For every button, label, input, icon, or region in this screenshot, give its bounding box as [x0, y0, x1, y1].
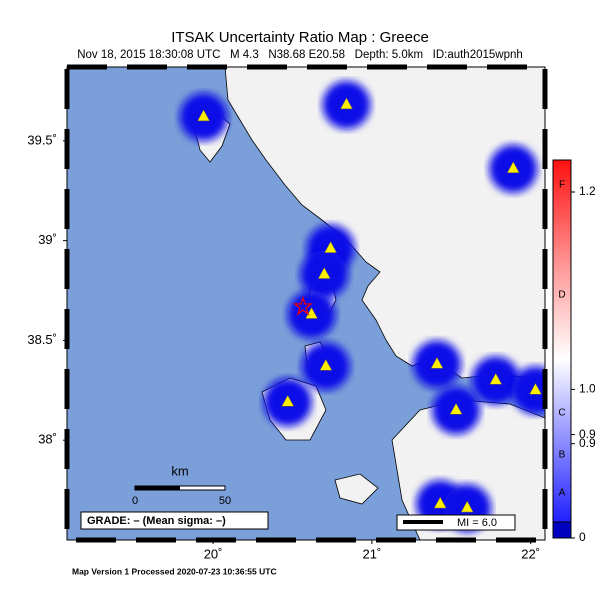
grade-letter: A	[559, 488, 566, 499]
grade-legend: GRADE: – (Mean sigma: –)	[87, 515, 226, 527]
lat-tick-label: 38˚	[38, 432, 57, 447]
station	[529, 382, 542, 395]
station-halo	[511, 366, 545, 415]
scale-label: 50	[219, 495, 231, 507]
map-area	[67, 67, 545, 540]
station	[430, 356, 444, 369]
mi-legend-box	[396, 514, 516, 531]
lat-tick-label: 39˚	[38, 232, 57, 247]
colorbar-tick-label: 0	[579, 530, 586, 544]
grade-letter: F	[559, 180, 565, 191]
colorbar	[552, 159, 572, 523]
scale-unit: km	[171, 463, 188, 478]
lat-tick-label: 39.5˚	[27, 132, 57, 147]
colorbar-tick-label: 1.2	[579, 184, 595, 198]
colorbar-tick-label: 0.9	[579, 436, 595, 450]
island	[334, 473, 379, 505]
station	[433, 496, 447, 509]
grade-letter: D	[558, 290, 565, 301]
stations	[179, 80, 545, 533]
colorbar-tick-label: 0.9	[579, 427, 595, 441]
station	[319, 358, 333, 371]
axes: 39.5˚ 39˚ 38.5˚ 38˚ 20˚ 21˚ 22˚	[27, 132, 540, 561]
station	[197, 109, 210, 122]
station	[281, 394, 295, 407]
scale-label: 0	[132, 495, 138, 507]
subtitle: Nov 18, 2015 18:30:08 UTC M 4.3 N38.68 E…	[77, 49, 523, 61]
colorbar-tick-label: 1.0	[579, 382, 595, 396]
mi-legend-line	[403, 520, 443, 524]
lon-tick-label: 21˚	[363, 546, 382, 561]
mi-legend: MI = 6.0	[457, 517, 497, 529]
lat-tick-label: 38.5˚	[27, 332, 57, 347]
station	[449, 402, 463, 415]
station	[324, 241, 338, 253]
colorbar-axis: 1.2 1.0 0.90.9 0 F D C B A	[558, 180, 595, 545]
station	[489, 372, 503, 385]
footer: Map Version 1 Processed 2020-07-23 10:36…	[72, 566, 277, 576]
title: ITSAK Uncertainty Ratio Map : Greece	[171, 29, 429, 46]
colorbar-base	[552, 521, 572, 539]
lon-tick-label: 22˚	[521, 546, 540, 561]
epicenter	[293, 295, 313, 316]
grade-legend-box	[80, 511, 269, 530]
lon-tick-label: 20˚	[204, 546, 223, 561]
station	[317, 267, 331, 279]
station	[506, 161, 520, 174]
station	[460, 500, 474, 513]
mainland	[224, 67, 545, 381]
map-border	[66, 66, 546, 541]
station	[305, 306, 318, 319]
scale-bar-fill	[135, 486, 180, 490]
scale-bar: km 0 50	[132, 463, 231, 506]
station	[340, 97, 353, 110]
grade-letter: B	[559, 450, 566, 461]
grade-letter: C	[558, 408, 565, 419]
